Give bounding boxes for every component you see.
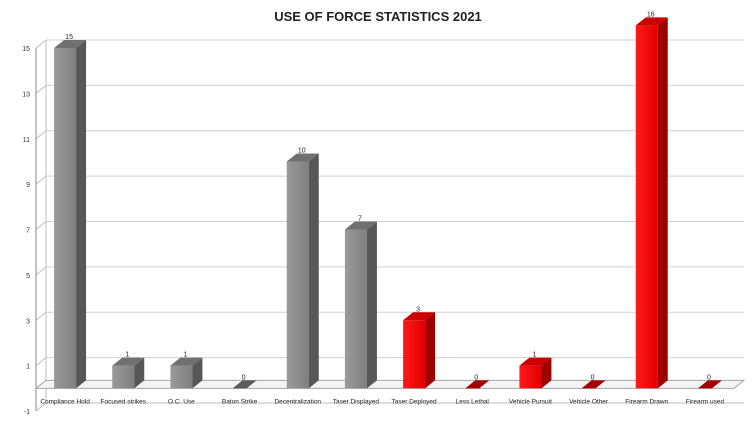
bar-side (657, 17, 668, 389)
y-tick-label: 7 (26, 228, 30, 235)
bar-8 (519, 357, 552, 389)
bar-front (403, 320, 426, 389)
bottom-depth-edge (35, 402, 47, 412)
category-label: Decentralization (274, 398, 321, 405)
category-label: O.C. Use (168, 398, 195, 405)
bar-side (192, 357, 203, 389)
category-label: Baton Strike (222, 398, 258, 405)
bar-top (403, 312, 436, 321)
data-label: 0 (707, 374, 711, 381)
chart-floor (34, 379, 746, 389)
gridline-depth (35, 357, 47, 367)
bar-4 (286, 153, 319, 389)
bar-0 (54, 40, 87, 389)
gridline-depth (35, 175, 47, 185)
bar-5 (344, 221, 377, 389)
bar-front (170, 365, 193, 389)
y-tick-label: 5 (26, 273, 30, 280)
bar-front (54, 48, 77, 389)
y-tick-label: -1 (24, 409, 30, 416)
bar-7 (465, 380, 490, 389)
bar-top (54, 40, 87, 48)
category-label: Vehicle Other (569, 398, 609, 405)
bar-side (308, 153, 319, 389)
y-tick-label: 15 (22, 46, 30, 53)
bar-front (112, 365, 135, 389)
data-label: 10 (298, 147, 306, 154)
data-label: 15 (65, 34, 73, 41)
bar-3 (232, 380, 257, 389)
gridline-depth (35, 39, 47, 49)
category-label: Firearm used (686, 398, 725, 405)
category-label: Firearm Drawn (625, 398, 668, 405)
bar-zero (697, 380, 722, 389)
bar-front (519, 365, 542, 389)
gridline-depth (35, 221, 47, 230)
bar-6 (403, 312, 436, 389)
y-tick-label: 3 (26, 318, 30, 325)
y-tick-label: 11 (23, 137, 30, 144)
bar-9 (581, 380, 606, 389)
bar-2 (170, 357, 203, 389)
bar-top (170, 357, 203, 366)
gridline-depth (35, 130, 47, 140)
bar-top (344, 221, 377, 230)
data-label: 1 (183, 352, 187, 359)
gridline-depth (35, 311, 47, 321)
bar-front (286, 161, 309, 389)
data-label: 0 (242, 374, 246, 381)
data-label: 0 (591, 374, 595, 381)
bar-side (76, 40, 87, 389)
bar-1 (112, 357, 145, 389)
y-tick-label: 13 (22, 91, 30, 98)
data-label: 1 (532, 352, 536, 359)
category-label: Taser Deployed (391, 398, 437, 405)
bar-top (635, 17, 668, 26)
data-label: 3 (416, 306, 420, 313)
gridline-depth (35, 266, 47, 276)
bar-11 (697, 380, 722, 389)
category-label: Compliance Hold (40, 398, 90, 405)
bar-10 (635, 17, 668, 389)
category-label: Focused strikes (100, 398, 146, 405)
data-label: 7 (358, 216, 362, 223)
category-label: Vehicle Pursuit (509, 398, 552, 405)
bar-side (541, 357, 552, 389)
data-label: 1 (125, 352, 129, 359)
bar-top (519, 357, 552, 366)
y-tick-label: 1 (26, 364, 30, 371)
gridline-depth (35, 84, 47, 94)
data-label: 0 (474, 374, 478, 381)
bar-zero (232, 380, 257, 389)
bar-side (134, 357, 145, 389)
bar-side (366, 221, 377, 389)
bar-front (344, 229, 367, 389)
bar-top (286, 153, 319, 162)
y-tick-label: 9 (26, 182, 30, 189)
bar-front (635, 25, 658, 389)
bar-top (112, 357, 145, 366)
bar-side (425, 312, 436, 389)
category-label: Less Lethal (456, 398, 490, 405)
category-label: Taser Displayed (333, 398, 380, 405)
data-label: 16 (647, 11, 655, 18)
bar-zero (581, 380, 606, 389)
bar-zero (465, 380, 490, 389)
chart-title: USE OF FORCE STATISTICS 2021 (274, 9, 482, 24)
